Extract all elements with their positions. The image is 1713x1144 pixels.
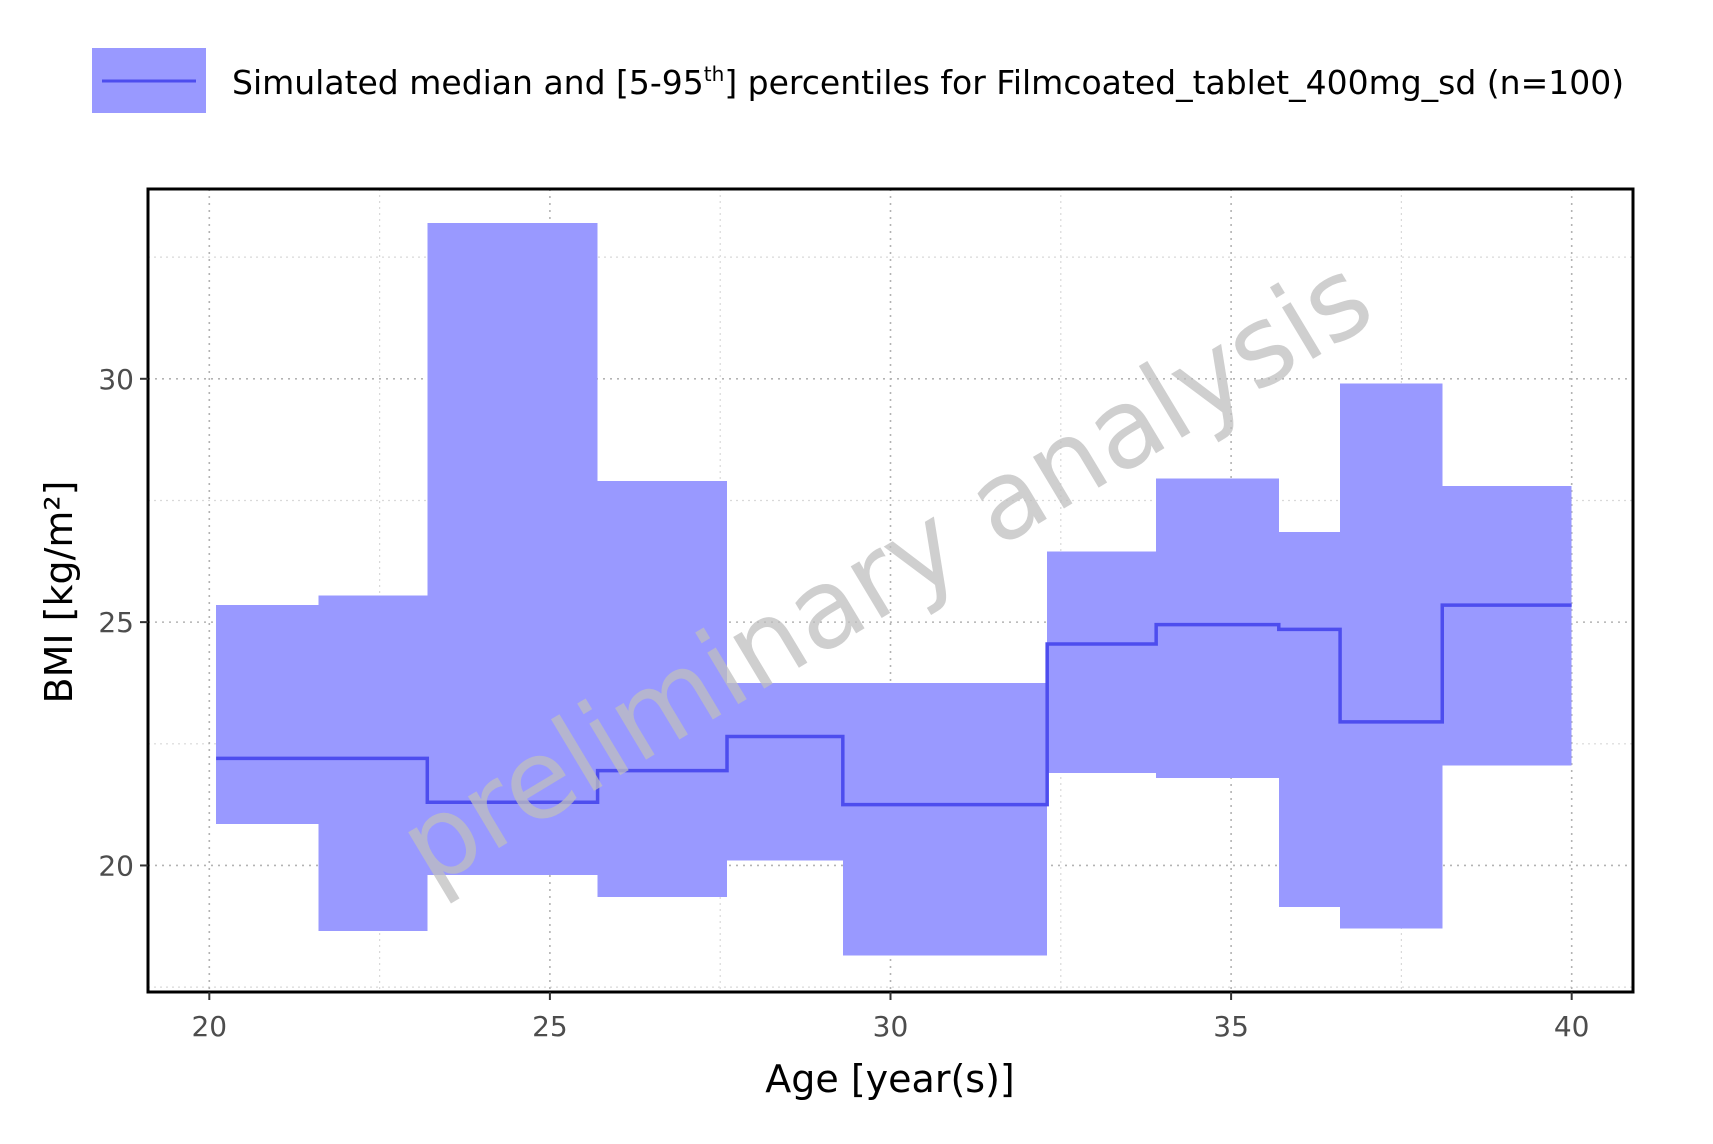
legend-label-superscript: th — [704, 62, 725, 86]
legend-label-suffix: ] percentiles for Filmcoated_tablet_400m… — [724, 63, 1624, 102]
x-axis-title: Age [year(s)] — [765, 1057, 1014, 1101]
band-segment-11 — [1442, 485, 1572, 766]
x-tick-label-30: 30 — [873, 1010, 909, 1043]
x-tick-label-25: 25 — [532, 1010, 568, 1043]
legend-label: Simulated median and [5-95th] percentile… — [232, 62, 1624, 102]
x-tick-label-40: 40 — [1554, 1010, 1590, 1043]
legend-label-prefix: Simulated median and [5-95 — [232, 63, 704, 102]
band-segment-7 — [1047, 551, 1157, 773]
x-axis: 20 25 30 35 40 — [191, 992, 1590, 1043]
band-segment-8 — [1156, 478, 1279, 778]
legend: Simulated median and [5-95th] percentile… — [92, 48, 1624, 113]
band-segment-9 — [1278, 532, 1341, 907]
band-segment-6 — [842, 682, 1048, 956]
band-segment-4 — [597, 481, 728, 898]
percentile-band — [216, 223, 1572, 956]
median-line — [216, 603, 1572, 807]
y-axis: 20 25 30 — [98, 363, 148, 882]
y-tick-label-25: 25 — [98, 606, 134, 639]
band-segment-10 — [1340, 383, 1443, 929]
y-tick-label-20: 20 — [98, 849, 134, 882]
y-axis-title: BMI [kg/m²] — [37, 481, 81, 704]
x-tick-label-35: 35 — [1213, 1010, 1249, 1043]
y-tick-label-30: 30 — [98, 363, 134, 396]
band-segment-5 — [727, 682, 843, 861]
band-segment-2 — [318, 595, 428, 932]
band-segment-1 — [216, 605, 319, 825]
x-tick-label-20: 20 — [191, 1010, 227, 1043]
median-step-line — [216, 603, 1572, 807]
band-segment-3 — [427, 223, 598, 876]
